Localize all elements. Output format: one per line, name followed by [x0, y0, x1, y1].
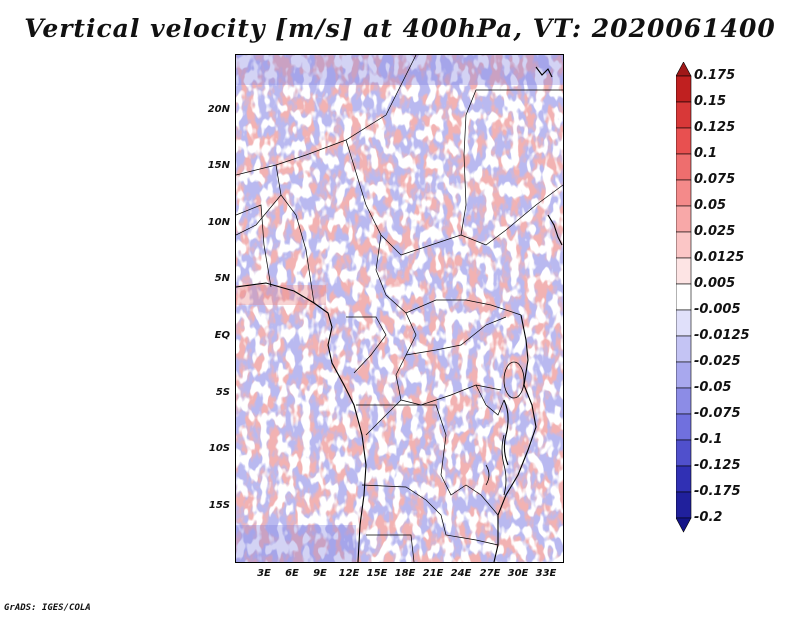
lat-label: 10S — [208, 443, 230, 454]
colorbar-label: 0.175 — [694, 68, 736, 83]
colorbar-segment — [676, 257, 692, 285]
lon-label: 24E — [450, 568, 472, 579]
lon-label: 12E — [338, 568, 360, 579]
lon-label: 6E — [285, 568, 299, 579]
lon-label: 27E — [479, 568, 501, 579]
lat-label: 15N — [207, 160, 230, 171]
colorbar-segment — [676, 127, 692, 155]
country-borders — [236, 55, 563, 562]
colorbar-label: 0.05 — [694, 198, 727, 213]
footer-credit: GrADS: IGES/COLA — [4, 603, 91, 613]
colorbar-label: 0.125 — [694, 120, 736, 135]
colorbar-label: -0.0125 — [694, 328, 750, 343]
colorbar-label: -0.05 — [694, 380, 732, 395]
colorbar-segment — [676, 283, 692, 311]
lat-label: 5N — [214, 273, 230, 284]
colorbar-segment — [676, 205, 692, 233]
vertical-velocity-field — [236, 55, 563, 562]
colorbar-label: -0.025 — [694, 354, 741, 369]
colorbar-label: -0.075 — [694, 406, 741, 421]
colorbar-segment — [676, 335, 692, 363]
colorbar-label: 0.15 — [694, 94, 727, 109]
lat-label: EQ — [214, 330, 230, 341]
colorbar-label: -0.175 — [694, 484, 741, 499]
colorbar-label: 0.025 — [694, 224, 736, 239]
colorbar-segment — [676, 153, 692, 181]
lat-label: 5S — [215, 387, 230, 398]
colorbar-label: -0.1 — [694, 432, 723, 447]
colorbar-segment — [676, 387, 692, 415]
colorbar-segment — [676, 231, 692, 259]
colorbar-label: -0.125 — [694, 458, 741, 473]
lat-label: 10N — [207, 217, 230, 228]
colorbar-label: 0.005 — [694, 276, 736, 291]
colorbar-segment — [676, 465, 692, 493]
colorbar-label: 0.1 — [694, 146, 718, 161]
colorbar — [676, 62, 692, 533]
colorbar-label: 0.075 — [694, 172, 736, 187]
lon-label: 15E — [366, 568, 388, 579]
colorbar-segment — [676, 75, 692, 103]
colorbar-segment — [676, 439, 692, 467]
lon-label: 21E — [422, 568, 444, 579]
colorbar-label: -0.2 — [694, 510, 723, 525]
lat-label: 20N — [207, 104, 230, 115]
lon-label: 3E — [257, 568, 271, 579]
colorbar-segment — [676, 179, 692, 207]
colorbar-segment — [676, 517, 692, 533]
map-panel[interactable] — [235, 54, 564, 563]
colorbar-segment — [676, 361, 692, 389]
lon-label: 9E — [313, 568, 327, 579]
map-title: Vertical velocity [m/s] at 400hPa, VT: 2… — [24, 14, 776, 43]
lakes — [485, 361, 525, 496]
colorbar-segment — [676, 309, 692, 337]
colorbar-segment — [676, 491, 692, 519]
colorbar-label: -0.005 — [694, 302, 741, 317]
colorbar-segment — [676, 101, 692, 129]
colorbar-segment — [676, 413, 692, 441]
lon-label: 30E — [507, 568, 529, 579]
lat-label: 15S — [208, 500, 230, 511]
colorbar-segment — [676, 62, 692, 77]
colorbar-label: 0.0125 — [694, 250, 745, 265]
lon-label: 33E — [535, 568, 557, 579]
lon-label: 18E — [394, 568, 416, 579]
